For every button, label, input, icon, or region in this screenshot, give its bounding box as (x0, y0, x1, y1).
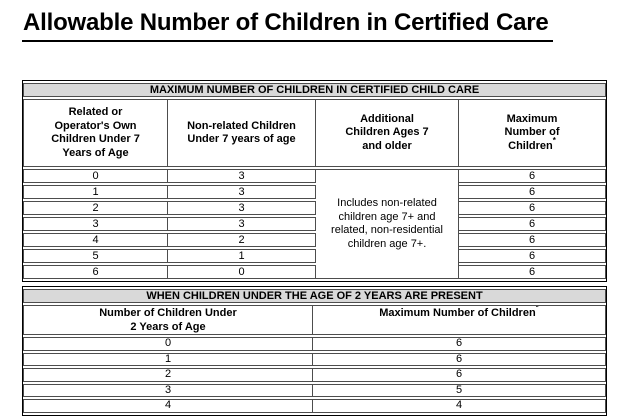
header-line: Non-related Children (187, 119, 296, 132)
table-row: 0 3 Includes non-related children age 7+… (23, 169, 607, 279)
cell-maximum: 6 (313, 368, 607, 382)
header-line: Children* (461, 137, 603, 154)
under-two-table: WHEN CHILDREN UNDER THE AGE OF 2 YEARS A… (22, 286, 608, 416)
cell-nonrelated: 3 (168, 217, 316, 231)
cell-maximum: 4 (313, 399, 607, 413)
table-row: 4 4 (23, 399, 607, 413)
cell-related: 0 (23, 169, 168, 183)
header-line-text: Children (508, 139, 553, 152)
table-row: 0 6 (23, 337, 607, 351)
header-line: Children Under 7 (51, 133, 140, 145)
note-line: children age 7+. (347, 237, 427, 250)
cell-maximum: 6 (459, 169, 607, 183)
header-line-text: Maximum Number of Children (379, 307, 536, 319)
cell-count: 4 (23, 399, 313, 413)
cell-nonrelated: 3 (168, 169, 316, 183)
header-line: Maximum Number of Children* (315, 306, 603, 320)
table-row: 2 3 6 (23, 201, 607, 215)
header-line: Number of (504, 126, 560, 139)
cell-maximum: 6 (459, 185, 607, 199)
header-line: Maximum (506, 112, 558, 125)
cell-maximum: 6 (459, 217, 607, 231)
table-title-row: MAXIMUM NUMBER OF CHILDREN IN CERTIFIED … (23, 83, 607, 97)
cell-related: 6 (23, 265, 168, 279)
header-cell-additional: Additional Children Ages 7 and older (316, 99, 459, 167)
cell-count: 2 (23, 368, 313, 382)
table-row: 2 6 (23, 368, 607, 382)
header-cell-nonrelated: Non-related Children Under 7 years of ag… (168, 99, 316, 167)
header-line: Number of Children Under (99, 307, 237, 319)
header-row: Number of Children Under 2 Years of Age … (23, 305, 607, 335)
table-title: WHEN CHILDREN UNDER THE AGE OF 2 YEARS A… (23, 289, 607, 303)
header-cell-maximum: Maximum Number of Children* (313, 305, 607, 335)
table-row: 4 2 6 (23, 233, 607, 247)
header-line: Operator's Own (54, 119, 137, 132)
header-cell-related: Related or Operator's Own Children Under… (23, 99, 168, 167)
additional-note-cell: Includes non-related children age 7+ and… (316, 169, 459, 279)
certified-care-table: MAXIMUM NUMBER OF CHILDREN IN CERTIFIED … (22, 80, 608, 282)
header-line: Years of Age (62, 146, 129, 159)
cell-related: 2 (23, 201, 168, 215)
cell-nonrelated: 0 (168, 265, 316, 279)
table-row: 6 0 6 (23, 265, 607, 279)
cell-maximum: 6 (459, 233, 607, 247)
cell-nonrelated: 2 (168, 233, 316, 247)
cell-maximum: 6 (459, 265, 607, 279)
cell-related: 1 (23, 185, 168, 199)
table-title: MAXIMUM NUMBER OF CHILDREN IN CERTIFIED … (23, 83, 607, 97)
cell-nonrelated: 3 (168, 201, 316, 215)
cell-maximum: 5 (313, 383, 607, 397)
cell-maximum: 6 (459, 249, 607, 263)
table-row: 3 5 (23, 383, 607, 397)
header-line: Under 7 years of age (187, 133, 296, 145)
cell-related: 5 (23, 249, 168, 263)
table-row: 5 1 6 (23, 249, 607, 263)
header-cell-maximum: Maximum Number of Children* (459, 99, 607, 167)
footnote-asterisk: * (535, 305, 539, 313)
cell-maximum: 6 (313, 352, 607, 366)
table-title-row: WHEN CHILDREN UNDER THE AGE OF 2 YEARS A… (23, 289, 607, 303)
note-line: Includes non-related (337, 197, 437, 209)
header-cell-count: Number of Children Under 2 Years of Age (23, 305, 313, 335)
cell-nonrelated: 1 (168, 249, 316, 263)
header-line: and older (362, 139, 412, 152)
note-line: related, non-residential (331, 224, 443, 236)
table-row: 1 6 (23, 352, 607, 366)
page-title: Allowable Number of Children in Certifie… (22, 8, 553, 42)
cell-related: 3 (23, 217, 168, 231)
cell-related: 4 (23, 233, 168, 247)
header-line: 2 Years of Age (130, 321, 206, 333)
header-row: Related or Operator's Own Children Under… (23, 99, 607, 167)
cell-count: 3 (23, 383, 313, 397)
footnote-asterisk: * (552, 136, 556, 146)
cell-maximum: 6 (459, 201, 607, 215)
cell-nonrelated: 3 (168, 185, 316, 199)
header-line: Related or (68, 106, 123, 118)
note-line: children age 7+ and (338, 210, 436, 223)
cell-count: 1 (23, 352, 313, 366)
table-row: 1 3 6 (23, 185, 607, 199)
header-line: Children Ages 7 (345, 126, 429, 139)
cell-count: 0 (23, 337, 313, 351)
cell-maximum: 6 (313, 337, 607, 351)
table-row: 3 3 6 (23, 217, 607, 231)
header-line: Additional (360, 112, 414, 125)
